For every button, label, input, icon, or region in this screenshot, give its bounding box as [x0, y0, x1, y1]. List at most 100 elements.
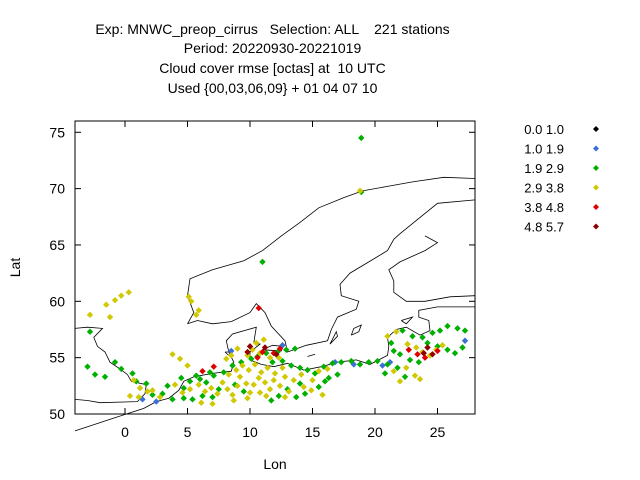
data-point-series-4 [193, 311, 200, 319]
data-point-series-3 [334, 371, 341, 378]
data-point-series-3 [180, 384, 187, 392]
data-point-series-3 [394, 364, 401, 371]
data-point-series-4 [111, 296, 119, 304]
x-tick-label: 0 [121, 424, 129, 440]
data-point-series-4 [276, 382, 284, 390]
data-point-series-5 [405, 346, 412, 353]
data-point-series-3 [301, 390, 309, 397]
data-point-series-3 [129, 370, 136, 377]
title-line-1: Exp: MNWC_preop_cirrus Selection: ALL 22… [95, 21, 450, 37]
y-tick-label: 70 [49, 181, 65, 197]
data-point-series-4 [245, 366, 252, 374]
data-point-series-3 [293, 393, 300, 401]
axes: 0 5 10 15 20 25 50 55 60 65 70 75 Lon Lat [7, 121, 475, 472]
data-point-series-6 [261, 344, 269, 351]
data-point-series-3 [329, 360, 336, 367]
data-point-series-4 [149, 387, 156, 394]
data-point-series-4 [186, 386, 194, 393]
data-point-series-2 [379, 362, 386, 369]
data-point-series-5 [276, 345, 284, 352]
data-point-series-4 [253, 339, 260, 347]
data-point-series-4 [290, 376, 297, 384]
data-point-series-4 [239, 362, 246, 369]
data-point-series-4 [298, 371, 305, 378]
data-point-series-4 [130, 376, 137, 384]
data-point-series-4 [261, 379, 269, 386]
title-line-3: Cloud cover rmse [octas] at 10 UTC [159, 60, 386, 76]
data-point-series-3 [415, 358, 422, 366]
data-point-series-3 [296, 364, 304, 371]
data-point-series-3 [279, 357, 286, 365]
coastline-9 [329, 330, 338, 345]
data-point-series-3 [444, 322, 451, 330]
data-point-series-4 [413, 344, 420, 351]
data-point-series-3 [193, 372, 200, 379]
data-point-series-4 [281, 373, 289, 381]
data-point-series-3 [143, 380, 150, 387]
data-point-series-6 [429, 351, 436, 358]
data-point-series-3 [348, 357, 355, 365]
legend-marker-2 [593, 145, 599, 152]
data-point-series-3 [338, 358, 345, 366]
x-tick-label: 10 [242, 424, 258, 440]
data-point-series-3 [178, 374, 185, 382]
data-point-series-4 [264, 364, 271, 371]
data-point-series-4 [201, 388, 209, 395]
coastline-basemap [74, 176, 476, 432]
data-point-series-6 [273, 351, 280, 358]
coastline-8 [350, 324, 363, 336]
data-point-series-3 [304, 366, 311, 374]
data-point-series-4 [263, 392, 270, 400]
data-point-series-4 [195, 307, 202, 314]
data-point-series-4 [260, 336, 267, 343]
data-point-series-3 [84, 363, 91, 370]
data-point-series-4 [224, 386, 231, 393]
data-point-series-4 [188, 298, 195, 305]
legend-label-4: 2.9 3.8 [524, 181, 564, 196]
data-point-series-3 [164, 382, 171, 390]
data-point-series-4 [228, 352, 235, 359]
data-point-series-4 [208, 384, 215, 392]
data-point-series-3 [203, 379, 210, 386]
data-point-series-4 [250, 381, 257, 388]
data-point-series-4 [219, 379, 226, 386]
data-point-series-4 [179, 389, 186, 396]
data-point-series-4 [411, 372, 419, 379]
x-tick-label: 5 [184, 424, 192, 440]
data-point-series-3 [268, 397, 275, 404]
data-point-series-3 [275, 392, 282, 400]
data-point-series-2 [153, 398, 160, 405]
data-point-series-4 [171, 381, 179, 388]
data-point-series-4 [281, 393, 289, 401]
data-point-series-4 [279, 364, 286, 371]
y-axis-label: Lat [7, 258, 23, 278]
data-point-series-3 [358, 134, 365, 142]
data-point-series-3 [451, 349, 459, 357]
data-point-series-3 [169, 396, 176, 403]
data-point-series-3 [459, 344, 466, 351]
data-point-series-4 [214, 390, 221, 397]
data-point-series-3 [91, 371, 99, 378]
data-point-series-4 [384, 333, 391, 340]
data-point-series-4 [439, 342, 446, 349]
data-point-series-3 [401, 373, 409, 381]
data-point-series-4 [285, 388, 292, 395]
data-point-series-5 [210, 363, 217, 370]
data-point-series-4 [234, 382, 241, 390]
y-tick-label: 50 [49, 406, 65, 422]
data-point-series-3 [444, 346, 451, 353]
data-point-series-4 [184, 362, 191, 369]
data-point-series-5 [259, 348, 266, 356]
data-point-series-3 [396, 351, 404, 358]
legend: 0.0 1.0 1.0 1.9 1.9 2.9 2.9 3.8 3.8 4.8 4.8 5… [524, 122, 599, 235]
plot-frame [74, 120, 476, 415]
data-point-series-3 [454, 325, 461, 332]
data-point-series-3 [419, 334, 426, 341]
title-line-4: Used {00,03,06,09} + 01 04 07 10 [167, 80, 378, 96]
data-point-series-3 [111, 358, 119, 366]
data-point-series-3 [199, 392, 206, 400]
y-tick-label: 55 [49, 350, 65, 366]
data-point-series-3 [384, 361, 391, 368]
data-point-series-4 [135, 393, 142, 401]
